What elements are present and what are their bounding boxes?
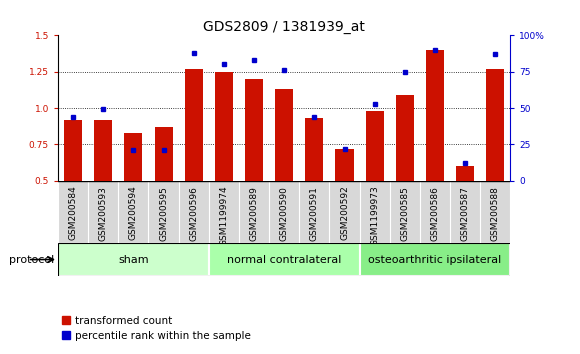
Text: GSM200596: GSM200596 bbox=[189, 185, 198, 240]
Bar bbox=[275, 89, 293, 181]
Text: protocol: protocol bbox=[9, 255, 58, 264]
Bar bbox=[64, 120, 82, 181]
Bar bbox=[335, 149, 354, 181]
Title: GDS2809 / 1381939_at: GDS2809 / 1381939_at bbox=[203, 21, 365, 34]
Text: GSM200590: GSM200590 bbox=[280, 185, 289, 240]
Bar bbox=[124, 133, 143, 181]
Bar bbox=[456, 166, 474, 181]
Bar bbox=[365, 111, 384, 181]
Text: osteoarthritic ipsilateral: osteoarthritic ipsilateral bbox=[368, 255, 502, 264]
Bar bbox=[426, 50, 444, 181]
Bar bbox=[94, 120, 113, 181]
Text: normal contralateral: normal contralateral bbox=[227, 255, 342, 264]
Text: GSM200586: GSM200586 bbox=[430, 185, 440, 240]
Text: GSM200593: GSM200593 bbox=[99, 185, 108, 240]
Bar bbox=[184, 69, 203, 181]
Text: GSM200595: GSM200595 bbox=[159, 185, 168, 240]
Text: GSM200591: GSM200591 bbox=[310, 185, 319, 240]
Text: GSM200594: GSM200594 bbox=[129, 185, 138, 240]
Bar bbox=[396, 95, 414, 181]
Text: GSM200584: GSM200584 bbox=[68, 185, 78, 240]
Bar bbox=[245, 79, 263, 181]
Bar bbox=[154, 127, 173, 181]
Bar bbox=[58, 243, 209, 276]
Bar bbox=[360, 243, 510, 276]
Text: sham: sham bbox=[118, 255, 148, 264]
Text: GSM1199974: GSM1199974 bbox=[219, 185, 229, 246]
Bar bbox=[305, 118, 324, 181]
Legend: transformed count, percentile rank within the sample: transformed count, percentile rank withi… bbox=[57, 312, 255, 345]
Bar bbox=[209, 243, 360, 276]
Text: GSM200588: GSM200588 bbox=[491, 185, 500, 240]
Text: GSM200585: GSM200585 bbox=[400, 185, 409, 240]
Text: GSM200587: GSM200587 bbox=[461, 185, 470, 240]
Text: GSM200592: GSM200592 bbox=[340, 185, 349, 240]
Text: GSM200589: GSM200589 bbox=[249, 185, 259, 240]
Bar bbox=[215, 72, 233, 181]
Text: GSM1199973: GSM1199973 bbox=[370, 185, 379, 246]
Bar bbox=[486, 69, 505, 181]
